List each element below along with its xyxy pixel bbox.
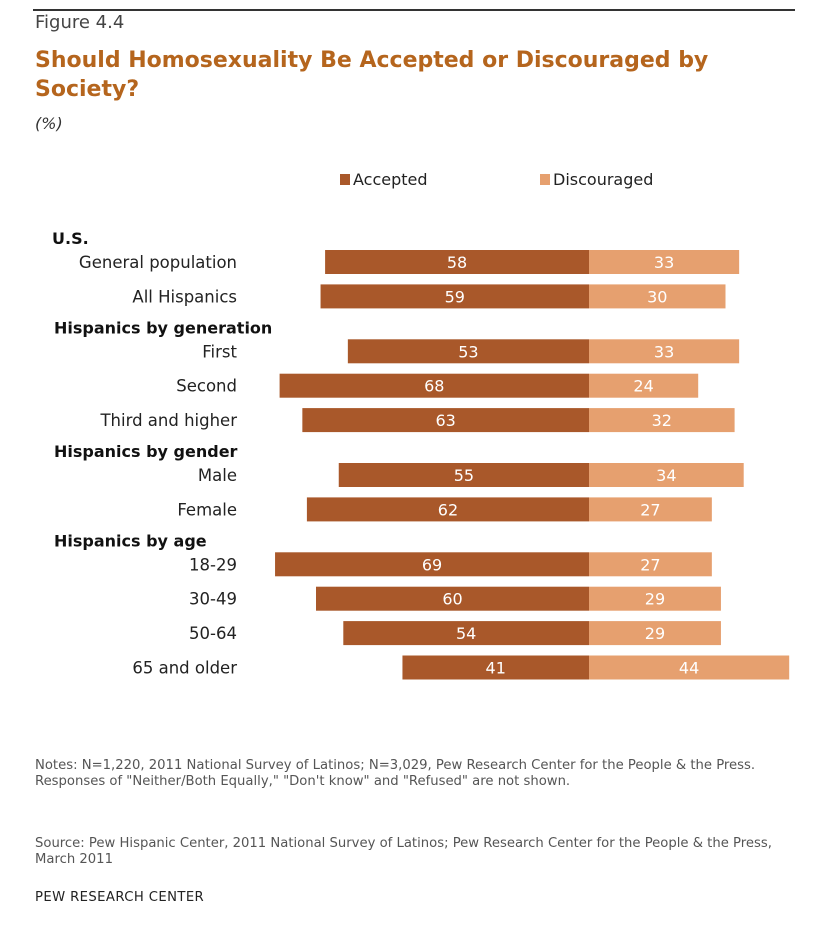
chart-title: Should Homosexuality Be Accepted or Disc… xyxy=(35,48,709,102)
row-label: Second xyxy=(176,377,237,396)
row-label: 65 and older xyxy=(132,659,237,678)
value-label-discouraged: 32 xyxy=(652,411,672,430)
group-heading: Hispanics by gender xyxy=(54,442,238,461)
value-label-accepted: 59 xyxy=(445,287,465,306)
bar-discouraged xyxy=(589,284,726,309)
bar-accepted xyxy=(343,621,589,646)
value-label-accepted: 69 xyxy=(422,555,442,574)
chart-area: Accepted Discouraged U.S. General populatio… xyxy=(52,170,790,680)
value-label-discouraged: 27 xyxy=(640,555,660,574)
value-label-discouraged: 33 xyxy=(654,342,674,361)
bar-accepted xyxy=(325,250,589,274)
value-label-discouraged: 30 xyxy=(647,287,667,306)
legend-label-accepted: Accepted xyxy=(353,170,428,189)
value-label-discouraged: 27 xyxy=(640,500,660,519)
bar-discouraged xyxy=(589,463,744,487)
top-rule xyxy=(33,9,795,11)
row-label: Third and higher xyxy=(99,411,237,430)
row-label: 50-64 xyxy=(189,624,237,643)
row-label: 30-49 xyxy=(189,590,237,609)
value-label-discouraged: 29 xyxy=(645,624,665,643)
bar-accepted xyxy=(302,408,589,433)
value-label-accepted: 60 xyxy=(442,590,462,609)
row-label: All Hispanics xyxy=(132,287,237,306)
row-label: Male xyxy=(198,466,237,485)
value-label-discouraged: 29 xyxy=(645,590,665,609)
value-label-accepted: 53 xyxy=(458,342,478,361)
value-label-discouraged: 33 xyxy=(654,253,674,272)
row-label: General population xyxy=(79,253,237,272)
value-label-accepted: 62 xyxy=(438,500,458,519)
bar-accepted xyxy=(316,586,589,611)
legend-swatch-discouraged xyxy=(540,174,550,185)
value-label-accepted: 55 xyxy=(454,466,474,485)
bar-accepted xyxy=(306,497,589,522)
bar-discouraged xyxy=(589,621,721,646)
legend-swatch-accepted xyxy=(340,174,350,185)
bar-discouraged xyxy=(589,373,699,398)
group-heading: U.S. xyxy=(52,229,89,248)
unit-label: (%) xyxy=(35,114,63,133)
bar-accepted xyxy=(347,339,589,364)
value-label-accepted: 54 xyxy=(456,624,476,643)
bar-discouraged xyxy=(589,552,712,577)
group-heading: Hispanics by age xyxy=(54,531,207,550)
bar-discouraged xyxy=(589,339,740,364)
bar-accepted xyxy=(279,373,589,398)
row-label: First xyxy=(202,342,237,361)
bar-accepted xyxy=(320,284,589,309)
row-label: 18-29 xyxy=(189,555,237,574)
value-label-accepted: 41 xyxy=(486,659,506,678)
bar-discouraged xyxy=(589,655,790,680)
value-label-discouraged: 24 xyxy=(633,377,653,396)
group-heading: Hispanics by generation xyxy=(54,318,272,337)
bar-accepted xyxy=(402,655,589,680)
figure-label: Figure 4.4 xyxy=(35,12,125,33)
bar-accepted xyxy=(338,463,589,487)
row-label: Female xyxy=(177,500,237,519)
value-label-accepted: 63 xyxy=(435,411,455,430)
value-label-discouraged: 34 xyxy=(656,466,676,485)
value-label-accepted: 68 xyxy=(424,377,444,396)
bar-discouraged xyxy=(589,250,740,274)
bar-accepted xyxy=(275,552,589,577)
value-label-discouraged: 44 xyxy=(679,659,699,678)
value-label-accepted: 58 xyxy=(447,253,467,272)
bar-discouraged xyxy=(589,586,721,611)
notes: Notes: N=1,220, 2011 National Survey of … xyxy=(35,758,756,789)
legend-label-discouraged: Discouraged xyxy=(553,170,653,189)
source: Source: Pew Hispanic Center, 2011 Nation… xyxy=(35,836,772,867)
org-name: PEW RESEARCH CENTER xyxy=(35,890,205,905)
bar-discouraged xyxy=(589,408,735,433)
bar-discouraged xyxy=(589,497,712,522)
